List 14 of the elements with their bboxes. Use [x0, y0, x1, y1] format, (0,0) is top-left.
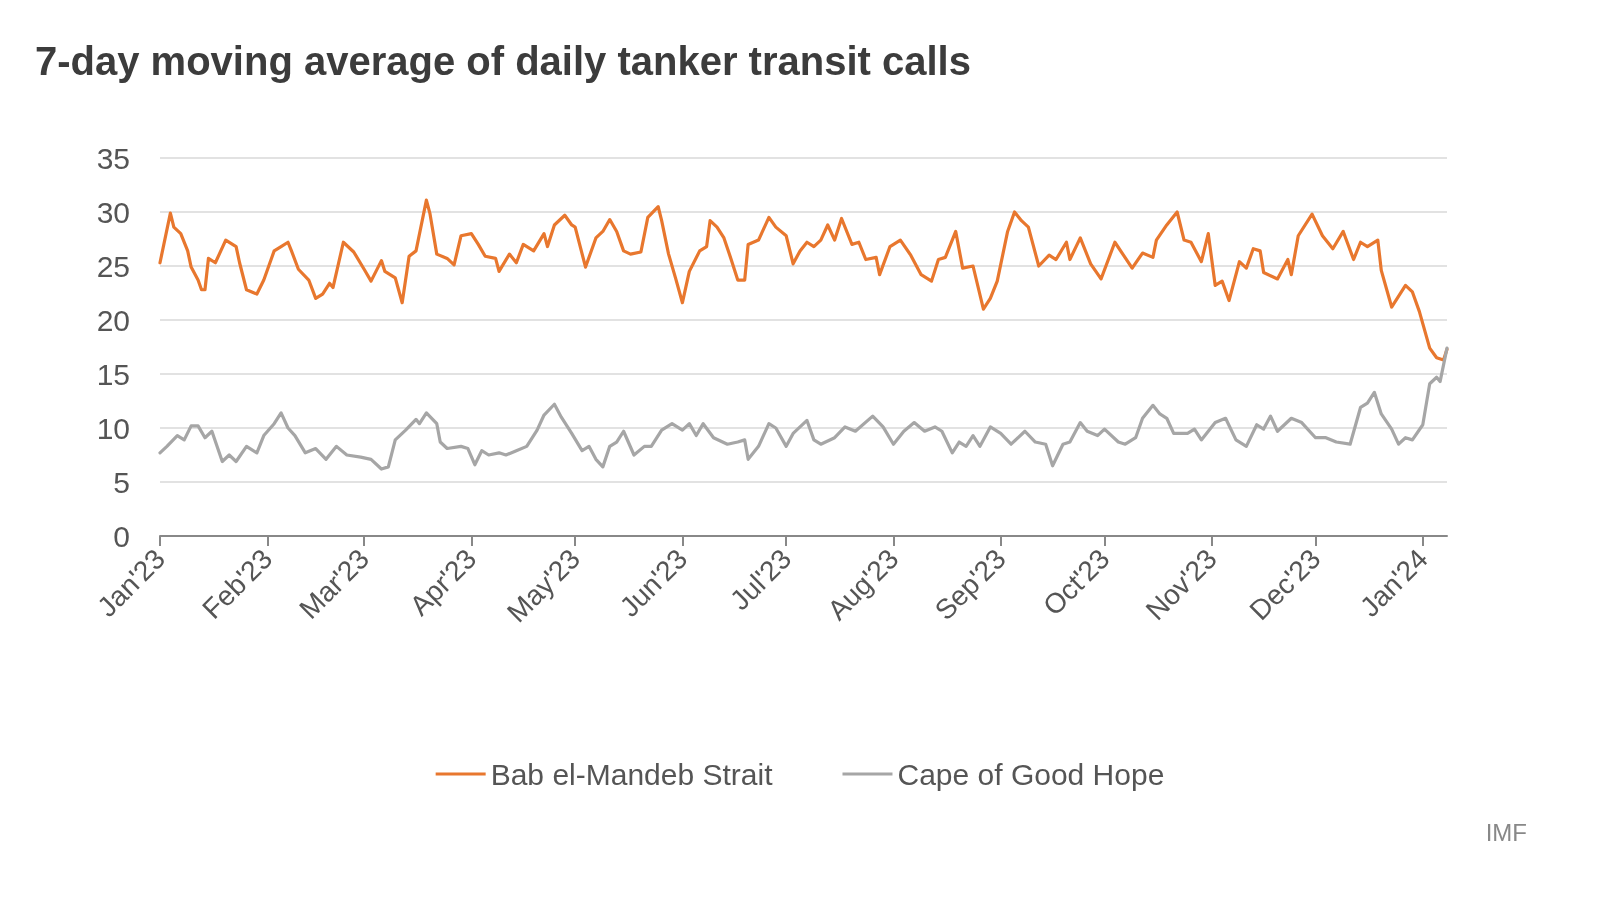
line-series	[158, 198, 1449, 362]
line-series	[158, 346, 1449, 471]
y-tick-label: 0	[113, 519, 130, 553]
y-tick-label: 30	[96, 195, 130, 229]
legend-label: Cape of Good Hope	[897, 757, 1165, 791]
legend-label: Bab el-Mandeb Strait	[490, 757, 774, 791]
y-tick-label: 15	[96, 357, 130, 391]
y-tick-label: 20	[96, 303, 130, 337]
y-tick-label: 35	[96, 141, 130, 175]
y-tick-label: 5	[113, 465, 130, 499]
y-tick-label: 10	[96, 411, 130, 445]
y-tick-label: 25	[96, 249, 130, 283]
text: IMF	[1485, 818, 1528, 846]
chart-title: 7-day moving average of daily tanker transit calls	[35, 39, 971, 83]
